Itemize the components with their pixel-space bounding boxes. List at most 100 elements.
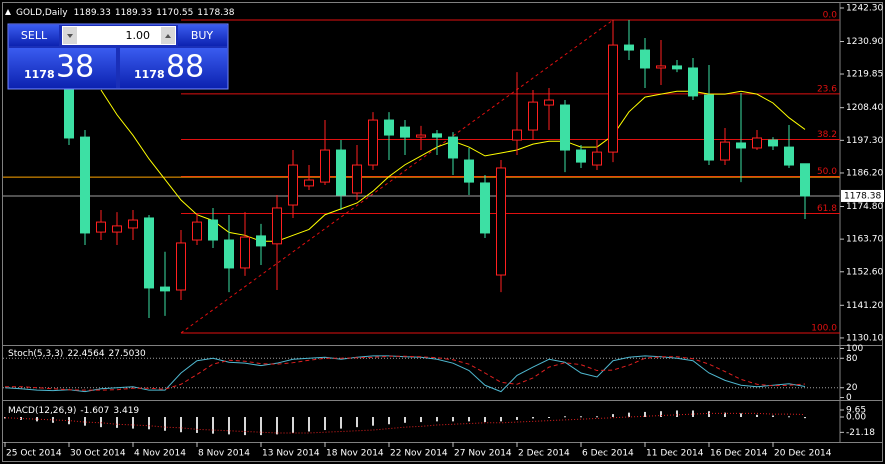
- price-tag: [841, 189, 884, 202]
- candle-body: [128, 219, 138, 229]
- y-tick-label: 0.00: [846, 413, 866, 423]
- histogram-bar: [660, 411, 662, 417]
- sell-price-pips: 38: [56, 50, 94, 85]
- y-tick-label: 1174.80: [846, 202, 883, 212]
- histogram-bar: [68, 417, 70, 425]
- candle-body: [192, 221, 202, 241]
- candle-body: [624, 44, 634, 51]
- x-tick-label: 2 Dec 2014: [518, 449, 570, 459]
- histogram-bar: [276, 417, 278, 435]
- candle-body: [736, 142, 746, 149]
- histogram-bar: [436, 417, 438, 422]
- x-tick-label: 16 Dec 2014: [710, 449, 768, 459]
- x-tick-label: 25 Oct 2014: [6, 449, 62, 459]
- y-tick-label: 1242.30: [846, 3, 883, 13]
- candle-body: [768, 139, 778, 147]
- stoch-title: Stoch(5,3,3): [8, 349, 63, 359]
- y-tick-label: 80: [846, 354, 858, 364]
- candle-body: [448, 136, 458, 159]
- sell-label: SELL: [21, 29, 48, 42]
- x-tick-label: 30 Oct 2014: [70, 449, 126, 459]
- x-tick-label: 27 Nov 2014: [454, 449, 512, 459]
- y-tick-label: 1208.40: [846, 103, 883, 113]
- candle-body: [160, 286, 170, 292]
- candle-body: [416, 134, 426, 138]
- histogram-bar: [324, 417, 326, 431]
- histogram-bar: [612, 414, 614, 417]
- sell-price-big: 1178: [24, 68, 55, 81]
- y-tick-label: 1141.20: [846, 301, 883, 311]
- histogram-bar: [36, 417, 38, 422]
- candle-body: [752, 137, 762, 149]
- histogram-bar: [180, 417, 182, 433]
- fib-label: 0.0: [823, 11, 838, 21]
- histogram-bar: [756, 414, 758, 417]
- histogram-bar: [708, 411, 710, 417]
- histogram-bar: [804, 417, 806, 419]
- sell-button[interactable]: [9, 25, 59, 46]
- buy-button[interactable]: [178, 25, 227, 46]
- candle-body: [384, 119, 394, 136]
- histogram-bar: [372, 417, 374, 426]
- y-tick-label: 1152.60: [846, 267, 883, 277]
- histogram-bar: [564, 416, 566, 418]
- x-tick-label: 22 Nov 2014: [390, 449, 448, 459]
- lots-input[interactable]: [62, 26, 176, 45]
- candle-body: [64, 84, 74, 139]
- candle-body: [496, 167, 506, 276]
- histogram-bar: [724, 412, 726, 417]
- candle-body: [208, 219, 218, 241]
- y-tick-label: 9.65: [846, 406, 866, 416]
- candle-body: [112, 225, 122, 233]
- y-tick-label: 0: [846, 393, 852, 403]
- candle-body: [608, 44, 618, 153]
- candle-body: [256, 235, 266, 247]
- stoch-header: Stoch(5,3,3) 22.4564 27.5030: [8, 349, 146, 359]
- histogram-bar: [244, 417, 246, 436]
- candle-body: [672, 65, 682, 70]
- open: 1189.33: [74, 8, 111, 18]
- candle-body: [688, 67, 698, 97]
- candle-body: [288, 164, 298, 206]
- histogram-bar: [532, 417, 534, 419]
- arrow-up: [165, 34, 171, 38]
- candle-body: [784, 146, 794, 166]
- candle-body: [320, 149, 330, 183]
- y-tick-label: 1197.30: [846, 136, 883, 146]
- fib-label: 23.6: [817, 84, 837, 94]
- sell-price-box[interactable]: [9, 48, 116, 88]
- collapse-icon[interactable]: [5, 9, 11, 15]
- candle-body: [704, 94, 714, 161]
- fib-label: 38.2: [817, 130, 837, 140]
- low: 1170.55: [156, 8, 193, 18]
- trade-panel: SELL 1.00 BUY 1178 38 1178 88: [7, 23, 229, 90]
- candle-body: [80, 136, 90, 234]
- candle-body: [656, 65, 666, 69]
- candle-body: [592, 151, 602, 166]
- candle-body: [224, 239, 234, 269]
- y-tick-label: 20: [846, 383, 858, 393]
- histogram-bar: [212, 417, 214, 434]
- x-tick-label: 11 Dec 2014: [646, 449, 704, 459]
- histogram-bar: [788, 416, 790, 418]
- histogram-bar: [356, 417, 358, 428]
- stoch-main-value: 22.4564: [67, 349, 104, 359]
- histogram-bar: [628, 412, 630, 417]
- candle-body: [400, 126, 410, 138]
- histogram-bar: [164, 417, 166, 431]
- high: 1189.33: [115, 8, 152, 18]
- histogram-bar: [644, 411, 646, 417]
- buy-price-box[interactable]: [120, 48, 227, 88]
- close: 1178.38: [197, 8, 234, 18]
- symbol: GOLD,Daily: [16, 8, 68, 18]
- histogram-bar: [388, 417, 390, 425]
- y-tick-label: 1219.85: [846, 70, 883, 80]
- candle-body: [544, 99, 554, 106]
- x-tick-label: 6 Dec 2014: [582, 449, 634, 459]
- histogram-bar: [596, 416, 598, 418]
- lots-value: 1.00: [126, 29, 151, 42]
- fib-label: 50.0: [817, 167, 837, 177]
- candle-body: [240, 236, 250, 269]
